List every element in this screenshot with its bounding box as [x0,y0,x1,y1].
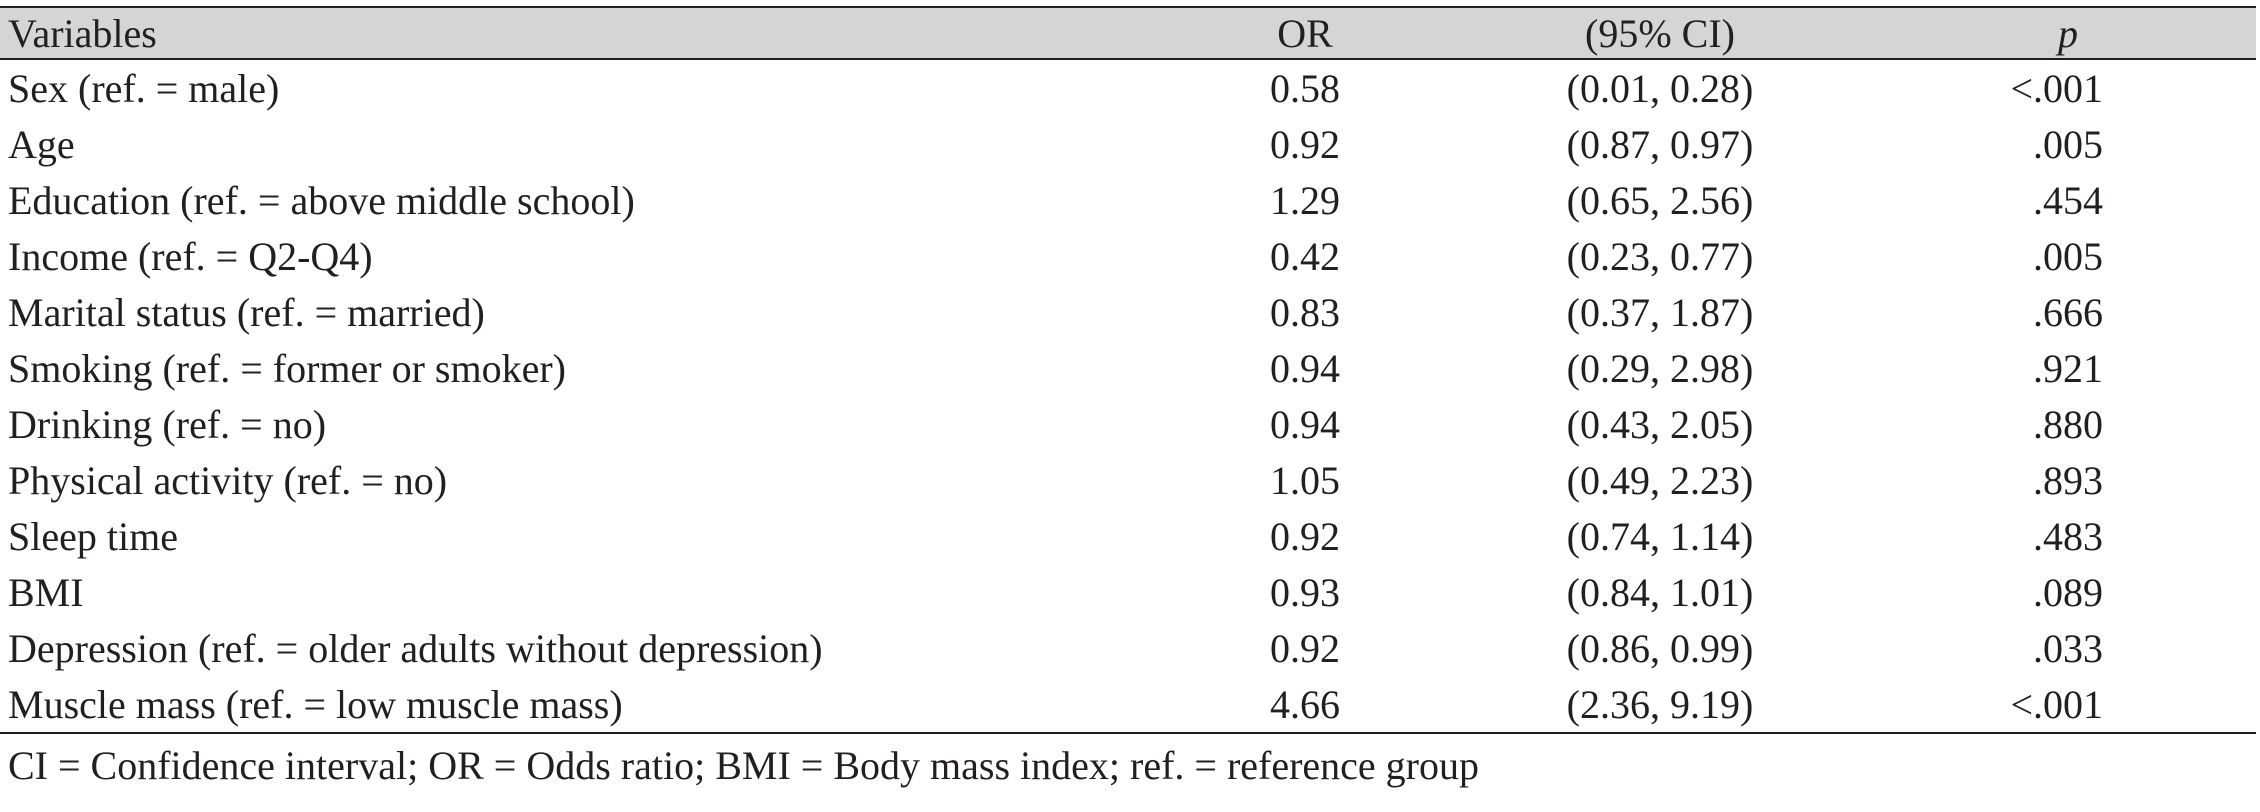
cell-variable: Smoking (ref. = former or smoker) [8,345,566,391]
cell-or: 0.42 [1270,233,1340,279]
cell-variable: Depression (ref. = older adults without … [8,625,823,671]
cell-p: <.001 [1880,676,2256,734]
table-row: Income (ref. = Q2-Q4) 0.42 (0.23, 0.77) … [0,228,2256,284]
cell-ci: (0.87, 0.97) [1566,121,1754,167]
table-row: Marital status (ref. = married) 0.83 (0.… [0,284,2256,340]
cell-p: .005 [2033,233,2103,279]
table-header: Variables OR (95% CI) p [0,6,2256,60]
cell-p: <.001 [2010,65,2103,111]
cell-or: 0.58 [1270,65,1340,111]
cell-or: 0.92 [1270,625,1340,671]
table-row: Age 0.92 (0.87, 0.97) .005 [0,116,2256,172]
cell-variable: Physical activity (ref. = no) [8,457,448,503]
table-footnote: CI = Confidence interval; OR = Odds rati… [8,743,1479,788]
cell-variable: Age [8,121,75,167]
cell-variable: Drinking (ref. = no) [8,401,327,447]
cell-ci: (0.43, 2.05) [1566,401,1754,447]
cell-ci: (2.36, 9.19) [1440,676,1880,734]
odds-ratio-table: Variables OR (95% CI) p Sex (ref. = male… [0,6,2256,734]
cell-p: .033 [2033,625,2103,671]
cell-or: 0.93 [1270,569,1340,615]
header-p: p [1880,6,2256,60]
table-row: Muscle mass (ref. = low muscle mass) 4.6… [0,676,2256,734]
cell-p: .893 [2033,457,2103,503]
table-row: BMI 0.93 (0.84, 1.01) .089 [0,564,2256,620]
cell-or: 0.92 [1270,513,1340,559]
cell-ci: (0.29, 2.98) [1566,345,1754,391]
cell-variable: BMI [8,569,84,615]
table-row: Sex (ref. = male) 0.58 (0.01, 0.28) <.00… [0,59,2256,116]
cell-ci: (0.01, 0.28) [1566,65,1754,111]
cell-or: 1.29 [1270,177,1340,223]
cell-variable: Muscle mass (ref. = low muscle mass) [0,676,1170,734]
cell-ci: (0.49, 2.23) [1566,457,1754,503]
cell-variable: Marital status (ref. = married) [8,289,485,335]
table-body: Sex (ref. = male) 0.58 (0.01, 0.28) <.00… [0,59,2256,734]
cell-p: .454 [2033,177,2103,223]
cell-p: .921 [2033,345,2103,391]
cell-p: .666 [2033,289,2103,335]
table-row: Depression (ref. = older adults without … [0,620,2256,676]
header-ci: (95% CI) [1440,6,1880,60]
cell-or: 0.83 [1270,289,1340,335]
cell-p: .005 [2033,121,2103,167]
cell-ci: (0.84, 1.01) [1566,569,1754,615]
cell-or: 0.94 [1270,401,1340,447]
cell-p: .089 [2033,569,2103,615]
header-or: OR [1170,6,1440,60]
header-variables: Variables [0,6,1170,60]
table-row: Smoking (ref. = former or smoker) 0.94 (… [0,340,2256,396]
cell-variable: Sleep time [8,513,178,559]
cell-or: 0.94 [1270,345,1340,391]
cell-p: .483 [2033,513,2103,559]
cell-ci: (0.86, 0.99) [1566,625,1754,671]
odds-ratio-table-container: Variables OR (95% CI) p Sex (ref. = male… [0,6,2256,734]
cell-or: 4.66 [1170,676,1440,734]
cell-p: .880 [2033,401,2103,447]
table-row: Education (ref. = above middle school) 1… [0,172,2256,228]
table-row: Drinking (ref. = no) 0.94 (0.43, 2.05) .… [0,396,2256,452]
cell-or: 0.92 [1270,121,1340,167]
header-row: Variables OR (95% CI) p [0,6,2256,60]
table-row: Physical activity (ref. = no) 1.05 (0.49… [0,452,2256,508]
cell-ci: (0.37, 1.87) [1566,289,1754,335]
table-row: Sleep time 0.92 (0.74, 1.14) .483 [0,508,2256,564]
cell-variable: Income (ref. = Q2-Q4) [8,233,373,279]
cell-ci: (0.74, 1.14) [1566,513,1754,559]
cell-ci: (0.65, 2.56) [1566,177,1754,223]
cell-variable: Education (ref. = above middle school) [8,177,635,223]
cell-ci: (0.23, 0.77) [1566,233,1754,279]
cell-or: 1.05 [1270,457,1340,503]
cell-variable: Sex (ref. = male) [8,65,280,111]
